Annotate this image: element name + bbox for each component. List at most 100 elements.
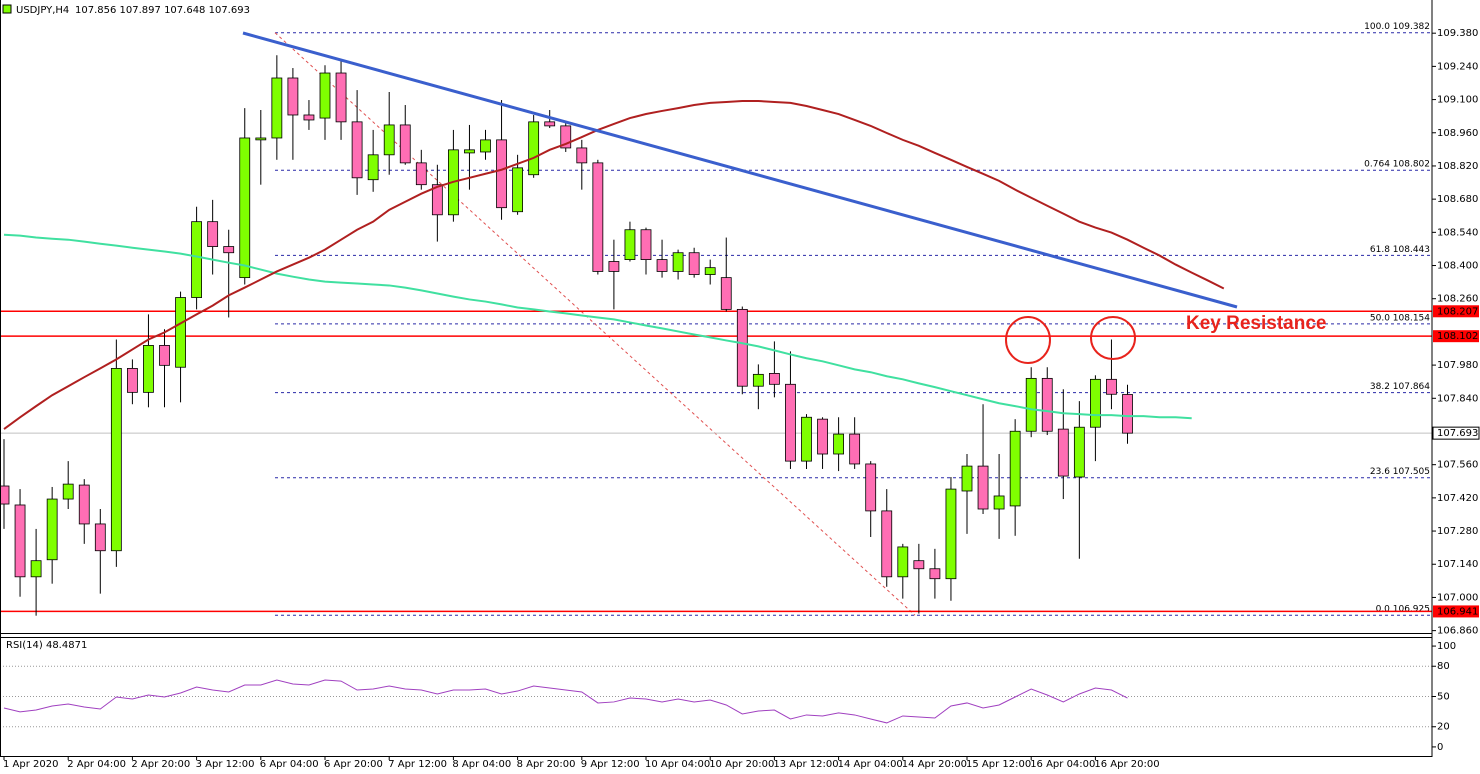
drawing-layer: 100.0 109.382 0.764 108.802 61.8 108.443 50…: [0, 22, 1432, 728]
level-label: 108.102: [1437, 331, 1478, 342]
candle-body: [1041, 377, 1053, 432]
candle-body: [929, 568, 941, 580]
candle-body: [110, 368, 122, 552]
candle-body: [656, 259, 668, 272]
y-tick-label: 108.540: [1437, 227, 1478, 238]
candle-body: [961, 465, 973, 492]
chart-subtitle: 107.856 107.897 107.648 107.693: [75, 5, 250, 16]
level-label: 106.941: [1437, 606, 1478, 617]
y-tick-label: 107.560: [1437, 460, 1478, 471]
candle-body: [592, 162, 604, 272]
candle-body: [897, 546, 909, 578]
x-tick-label: 14 Apr 20:00: [902, 759, 967, 770]
candle-body: [159, 345, 170, 366]
level-label-box: [1433, 330, 1479, 343]
fib-label: 38.2 107.864: [1370, 382, 1430, 392]
y-tick-label: 100: [1437, 641, 1456, 652]
candle-body: [1090, 378, 1101, 428]
fib-label: 100.0 109.382: [1364, 22, 1430, 32]
x-tick-label: 1 Apr 2020: [3, 759, 58, 770]
candle-body: [993, 495, 1005, 510]
candle-body: [640, 229, 652, 261]
candle-body: [704, 267, 716, 275]
candle-body: [865, 463, 877, 512]
y-tick-label: 0: [1437, 742, 1443, 753]
y-tick-label: 80: [1437, 661, 1450, 672]
candle-body: [736, 308, 748, 387]
candle-body: [801, 416, 812, 462]
x-tick-label: 7 Apr 12:00: [388, 759, 447, 770]
candle-body: [143, 345, 154, 393]
candle-body: [752, 373, 764, 387]
frame: USDJPY,H4 107.856 107.897 107.648 107.69…: [0, 0, 1433, 757]
candle-body: [785, 383, 796, 462]
candle-body: [1073, 426, 1085, 478]
y-tick-label: 20: [1437, 722, 1450, 733]
level-label-box: [1433, 305, 1479, 318]
x-tick-label: 9 Apr 12:00: [581, 759, 640, 770]
candle-body: [175, 297, 186, 368]
candle-body: [560, 125, 572, 149]
candle-body: [271, 77, 283, 139]
x-tick-label: 10 Apr 04:00: [645, 759, 710, 770]
candle-body: [817, 418, 828, 455]
x-tick-label: 6 Apr 04:00: [260, 759, 319, 770]
moving-average: [3, 100, 1225, 430]
x-tick-label: 14 Apr 04:00: [838, 759, 903, 770]
y-tick-label: 109.100: [1437, 95, 1478, 106]
candle-body: [1106, 378, 1117, 395]
candle-body: [62, 483, 74, 500]
candle-body: [608, 261, 620, 272]
fib-label: 23.6 107.505: [1370, 467, 1430, 477]
y-tick-label: 107.980: [1437, 360, 1478, 371]
candle-body: [833, 433, 844, 455]
y-tick-label: 108.960: [1437, 128, 1478, 139]
price-label-box: [1432, 426, 1480, 440]
candle-body: [239, 137, 251, 279]
x-tick-label: 2 Apr 04:00: [67, 759, 126, 770]
y-tick-label: 107.420: [1437, 493, 1478, 504]
candle-body: [480, 139, 491, 153]
trend-line: [242, 31, 1238, 309]
candle-body: [319, 72, 331, 119]
highlight-circle: [1090, 316, 1136, 360]
overlay-layer: Key Resistance: [242, 31, 1326, 364]
x-tick-label: 8 Apr 04:00: [452, 759, 511, 770]
candle-body: [464, 149, 475, 154]
candle-body: [945, 488, 957, 580]
candle-body: [913, 560, 925, 570]
x-tick-label: 16 Apr 20:00: [1094, 759, 1159, 770]
candle-body: [399, 124, 411, 164]
candle-body: [1009, 430, 1021, 507]
candle-body: [544, 121, 556, 127]
indicator-title: RSI(14) 48.4871: [6, 640, 87, 651]
candle-body: [127, 368, 138, 393]
candle-body: [78, 484, 90, 525]
y-tick-label: 109.380: [1437, 28, 1478, 39]
candle-body: [0, 485, 10, 505]
candle-body: [849, 433, 861, 465]
candle-body: [769, 372, 780, 385]
y-tick-label: 106.860: [1437, 626, 1478, 637]
axis-layer: 106.860 107.000 107.140 107.280 107.420 107.5…: [3, 28, 1480, 770]
y-tick-label: 107.140: [1437, 559, 1478, 570]
level-label-box: [1433, 605, 1479, 618]
candle-body: [335, 72, 347, 123]
y-tick-label: 107.000: [1437, 592, 1478, 603]
x-tick-label: 8 Apr 20:00: [517, 759, 576, 770]
candle-body: [223, 246, 235, 254]
candle-body: [528, 121, 540, 176]
x-tick-label: 10 Apr 20:00: [709, 759, 774, 770]
candle-body: [1122, 394, 1133, 434]
candle-body: [207, 221, 219, 247]
candle-body: [14, 504, 26, 578]
price-label: 107.693: [1437, 428, 1478, 439]
y-tick-label: 107.280: [1437, 526, 1478, 537]
fib-label: 0.764 108.802: [1364, 160, 1430, 170]
indicator-line: [3, 679, 1128, 724]
candle-body: [255, 137, 267, 141]
candle-body: [881, 510, 893, 578]
